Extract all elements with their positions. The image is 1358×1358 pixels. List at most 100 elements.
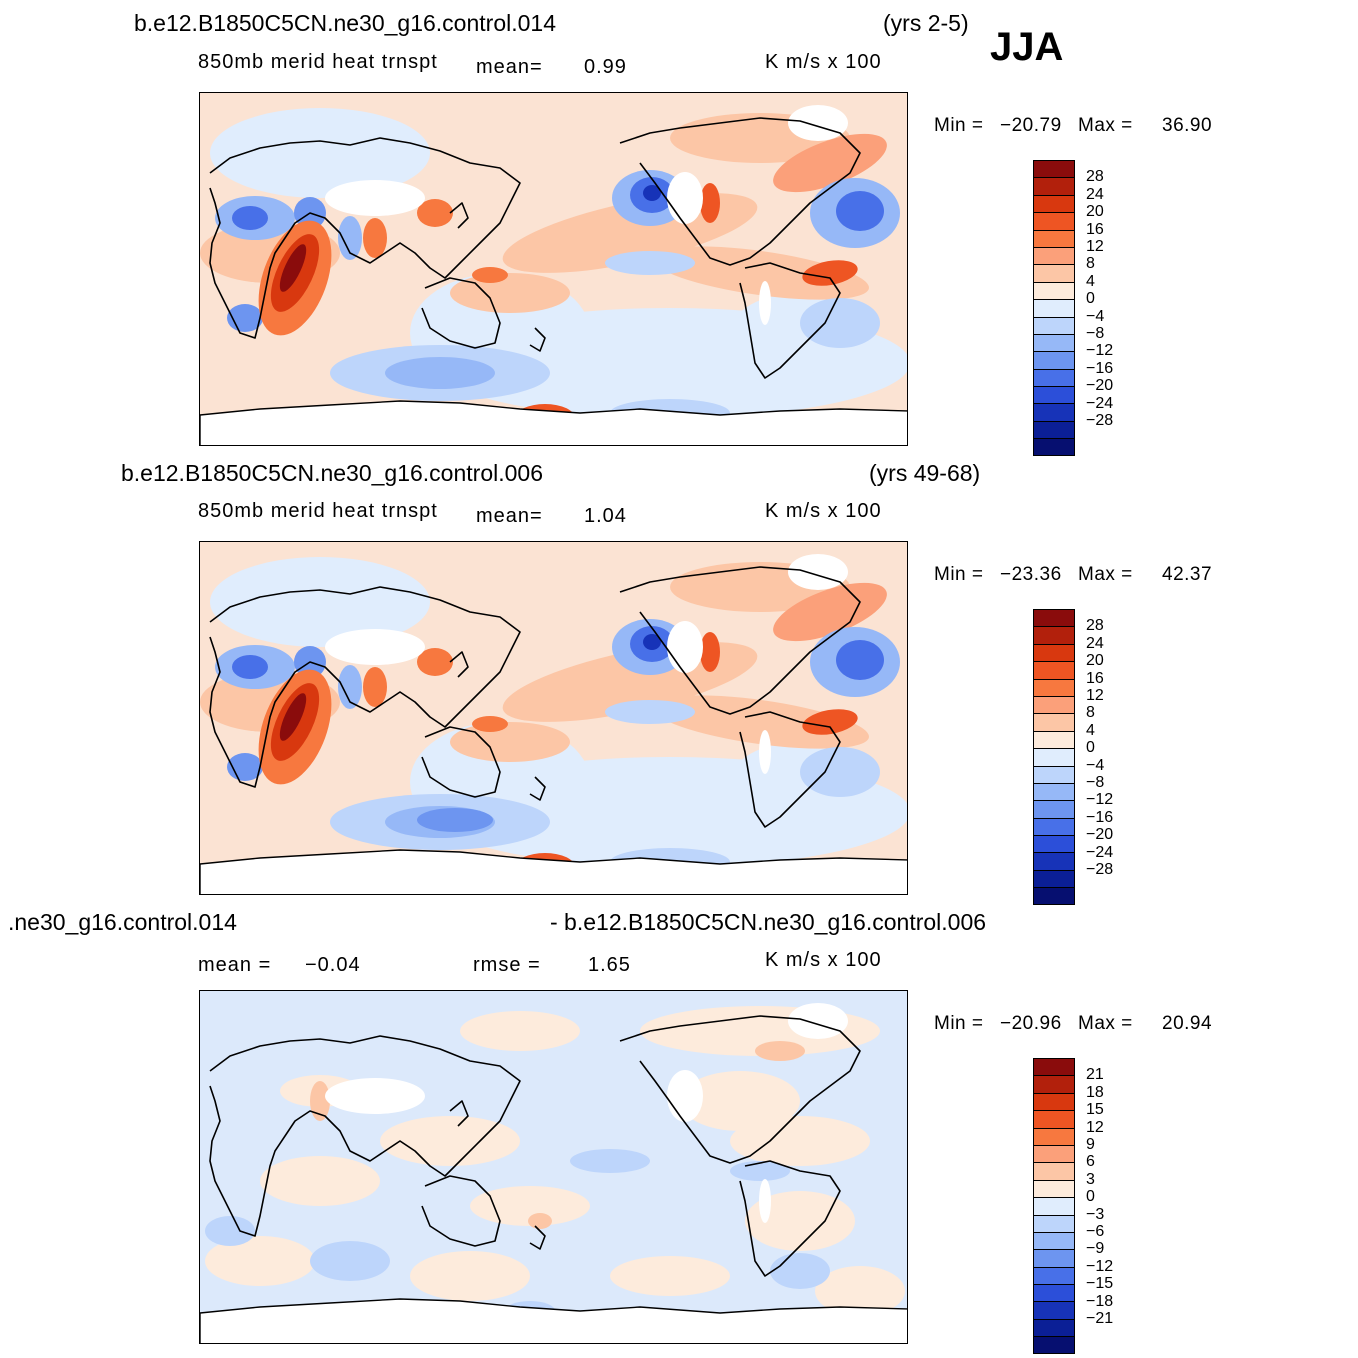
max-value-1: 36.90 [1162, 115, 1213, 136]
field-contour [570, 1149, 650, 1173]
colorbar-swatch [1033, 1162, 1075, 1180]
map-plot-3 [200, 991, 907, 1343]
colorbar-tick-label: 15 [1086, 1101, 1104, 1119]
years-label-2: (yrs 49-68) [869, 460, 981, 486]
colorbar-tick-label: 0 [1086, 1188, 1095, 1206]
colorbar-tick-label: −6 [1086, 1223, 1105, 1240]
colorbar-tick-label: −16 [1086, 808, 1114, 826]
colorbar-tick-label: 20 [1086, 203, 1104, 221]
colorbar-tick-label: 4 [1086, 272, 1095, 290]
min-label-1: Min = [934, 115, 984, 136]
field-label-1: 850mb merid heat trnspt [198, 51, 438, 73]
colorbar-swatch [1033, 438, 1075, 456]
field-contour [470, 1186, 590, 1226]
coastline-south-america [739, 262, 841, 379]
field-contour [605, 700, 695, 724]
colorbar-tick-label: 3 [1086, 1170, 1095, 1188]
field-contour [417, 648, 453, 676]
field-contour [773, 133, 887, 193]
colorbar-tick-label: 16 [1086, 220, 1104, 238]
field-contour [651, 695, 869, 749]
field-contour [380, 1116, 520, 1166]
field-contour [260, 1156, 380, 1206]
coastline-japan [449, 1100, 469, 1127]
map-plot-1 [200, 93, 907, 445]
case-title-3-left: .ne30_g16.control.014 [8, 909, 237, 935]
min-value-2: −23.36 [1000, 564, 1062, 585]
missing-data-greenland [788, 105, 848, 141]
units-label-1: K m/s x 100 [765, 51, 882, 73]
case-title-2: b.e12.B1850C5CN.ne30_g16.control.006 [121, 460, 543, 486]
coastline-japan [449, 202, 469, 229]
map-panel-2 [199, 541, 908, 895]
colorbar-swatch [1033, 1318, 1075, 1337]
colorbar-swatch [1033, 1231, 1075, 1250]
min-value-1: −20.79 [1000, 115, 1062, 136]
coastline-australia [421, 1175, 501, 1247]
missing-data-tibet [325, 629, 425, 665]
colorbar-swatch [1033, 1336, 1075, 1354]
field-contour [279, 693, 307, 741]
colorbar-tick-label: −20 [1086, 826, 1114, 844]
colorbar-swatch [1033, 869, 1075, 888]
colorbar-tick-label: −12 [1086, 1257, 1114, 1275]
field-contour [450, 273, 570, 313]
colorbar-swatch [1033, 1284, 1075, 1302]
colorbar-tick-label: 12 [1086, 238, 1104, 255]
colorbar-tick-label: 24 [1086, 185, 1104, 203]
max-label-1: Max = [1078, 115, 1133, 136]
map-panel-3 [199, 990, 908, 1344]
coastline-eurasia-africa [209, 1035, 521, 1237]
field-contour [310, 1241, 390, 1281]
colorbar-swatch [1033, 420, 1075, 439]
antarctica-landmass [200, 400, 907, 445]
colorbar-swatch [1033, 299, 1075, 317]
rmse-value-3: 1.65 [588, 954, 631, 976]
field-contour [450, 722, 570, 762]
field-contour [472, 716, 508, 732]
colorbar-swatch [1033, 835, 1075, 853]
missing-data-andes [759, 1179, 771, 1223]
coastline-new-zealand [529, 776, 546, 801]
antarctica-landmass [200, 849, 907, 894]
coastline-eurasia-africa [209, 586, 521, 788]
field-contour [605, 251, 695, 275]
field-contour [700, 632, 720, 672]
max-label-2: Max = [1078, 564, 1133, 585]
missing-data-greenland [788, 1003, 848, 1039]
colorbar-tick-label: 20 [1086, 652, 1104, 670]
colorbar-swatch [1033, 351, 1075, 369]
colorbar-swatch [1033, 1179, 1075, 1198]
colorbar-swatch [1033, 1214, 1075, 1232]
missing-data-andes [759, 730, 771, 774]
field-contour [745, 1191, 855, 1251]
mean-value-3: −0.04 [305, 954, 361, 976]
colorbar-swatch [1033, 643, 1075, 662]
colorbar-tick-label: 21 [1086, 1066, 1104, 1084]
max-value-3: 20.94 [1162, 1013, 1213, 1034]
field-contour [417, 808, 493, 832]
field-contour [472, 267, 508, 283]
colorbar-swatch [1033, 160, 1075, 178]
field-contour [338, 665, 362, 709]
coastline-north-america [619, 1015, 861, 1164]
colorbar-swatch [1033, 1197, 1075, 1215]
mean-label-2: mean= [476, 505, 543, 527]
field-contour [210, 557, 430, 647]
field-contour [417, 199, 453, 227]
colorbar-tick-label: −8 [1086, 325, 1105, 342]
colorbar-tick-label: −21 [1086, 1310, 1114, 1327]
colorbar-tick-label: −15 [1086, 1275, 1114, 1293]
colorbar-swatch [1033, 661, 1075, 679]
coastline-north-america [619, 117, 861, 266]
field-contour [800, 298, 880, 348]
field-contour [802, 260, 858, 286]
missing-data-andes [759, 281, 771, 325]
colorbar-swatch [1033, 177, 1075, 195]
field-contour [279, 244, 307, 292]
colorbar-tick-label: −28 [1086, 412, 1114, 429]
field-contour [210, 108, 430, 198]
field-contour [363, 218, 387, 258]
colorbar-tick-label: 16 [1086, 669, 1104, 687]
field-contour [410, 1251, 530, 1301]
